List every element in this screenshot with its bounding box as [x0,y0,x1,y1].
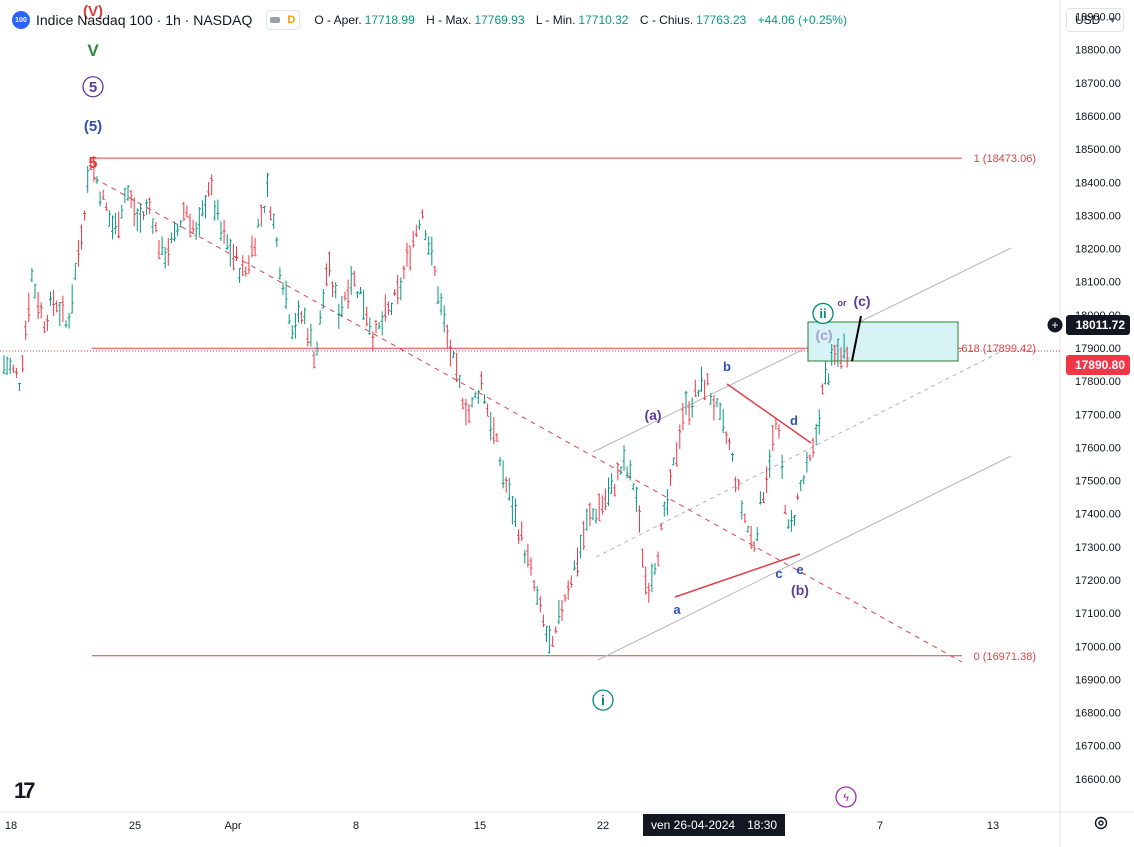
wave-label-circle [82,76,104,98]
wave-label: e [796,562,803,577]
wave-label: a [673,602,681,617]
y-tick-label: 17300.00 [1075,542,1121,554]
x-tick-label: 15 [474,820,486,832]
y-tick-label: 17400.00 [1075,509,1121,521]
y-tick-label: 16800.00 [1075,708,1121,720]
low-value: 17710.32 [578,13,629,27]
y-tick-label: 18900.00 [1075,12,1121,24]
daily-badge[interactable]: D [287,14,296,26]
last-price-label: 17890.80 [1075,358,1125,372]
wave-label: (V) [83,3,103,20]
wave-label: c [775,566,782,581]
x-tick-label: Apr [224,820,241,832]
open-label: O - Aper. [314,13,362,27]
y-tick-label: 18100.00 [1075,277,1121,289]
last-price-label-bg [1066,355,1130,375]
high-label: H - Max. [426,13,472,27]
crosshair-date-label: ven 26-04-2024 18:30 [643,814,786,836]
add-alert-icon-glyph: + [1051,318,1058,332]
y-tick-label: 18700.00 [1075,78,1121,90]
channel-lower-line [597,455,1012,661]
wave-label-circle [592,689,614,711]
crosshair-price-label-bg [1066,315,1130,335]
y-tick-label: 18400.00 [1075,177,1121,189]
channel-mid-line [595,351,1001,558]
indicator-pill[interactable]: D [266,10,301,30]
add-alert-icon [1046,316,1064,334]
currency-select[interactable]: USD ▼ [1066,8,1124,32]
y-tick-label: 16600.00 [1075,774,1121,786]
events-lightning-glyph: ϟ [843,792,849,804]
x-tick-label: 18 [5,820,17,832]
symbol-title[interactable]: Indice Nasdaq 100 · 1h · NASDAQ [36,12,253,28]
y-tick-label: 18800.00 [1075,45,1121,57]
y-tick-label: 17000.00 [1075,641,1121,653]
events-lightning-icon [835,786,857,808]
wave-label: d [790,413,798,428]
wave-label: (c) [815,327,832,343]
settings-gear-icon[interactable] [1093,815,1109,831]
y-tick-label: 17700.00 [1075,409,1121,421]
y-tick-label: 18500.00 [1075,144,1121,156]
y-tick-label: 17900.00 [1075,343,1121,355]
symbol-logo-icon: 100 [12,11,30,29]
y-tick-label: 18200.00 [1075,244,1121,256]
y-tick-label: 18600.00 [1075,111,1121,123]
close-value: 17763.23 [696,13,747,27]
currency-label: USD [1075,13,1101,27]
wave-label-circle [812,302,834,325]
triangle-lower-line [674,553,801,598]
low-label: L - Min. [535,13,576,27]
eye-icon[interactable] [267,12,283,28]
chart-header: 100 Indice Nasdaq 100 · 1h · NASDAQ D O … [0,0,1060,40]
fib-level-label: 0.618 (17899.42) [952,343,1036,355]
x-tick-label: 25 [129,820,141,832]
y-tick-label: 17100.00 [1075,608,1121,620]
y-tick-label: 16700.00 [1075,741,1121,753]
close-label: C - Chius. [639,13,694,27]
wave-label: (a) [644,407,661,423]
chevron-down-icon: ▼ [1108,15,1117,25]
wave-label: (c) [853,293,870,309]
fib-level-label: 1 (18473.06) [974,153,1036,165]
tradingview-logo-icon: 17 [14,778,36,803]
channel-upper-line [592,247,1012,453]
crosshair-date: ven 26-04-2024 [651,818,736,832]
y-tick-label: 16900.00 [1075,674,1121,686]
fib-level-label: 0 (16971.38) [974,651,1036,663]
wave-label: ii [819,306,826,321]
x-tick-label: 7 [877,820,883,832]
projection-line [851,315,862,362]
wave-label: V [87,41,99,60]
high-value: 17769.93 [474,13,525,27]
x-tick-label: 22 [597,820,609,832]
crosshair-time: 18:30 [747,818,778,832]
wave-label: 5 [89,79,97,96]
wave-label: (5) [84,118,102,135]
triangle-upper-line [726,383,812,444]
trend-dashed-line [93,177,963,663]
ohlc-readout: O - Aper. 17718.99 H - Max. 17769.93 L - M… [314,13,847,27]
wave-label: 5 [89,155,98,172]
x-tick-label: 8 [353,820,359,832]
y-tick-label: 17500.00 [1075,476,1121,488]
wave-label: b [723,359,731,374]
wave-label: (b) [791,582,809,598]
y-tick-label: 18300.00 [1075,210,1121,222]
x-tick-label: 13 [987,820,999,832]
crosshair-price-label: 18011.72 [1076,318,1126,332]
change-value: +44.06 (+0.25%) [757,13,847,27]
wave-label: i [601,692,605,708]
target-zone-box [807,321,959,362]
open-value: 17718.99 [364,13,415,27]
wave-label: or [838,298,847,308]
y-tick-label: 17600.00 [1075,442,1121,454]
y-tick-label: 17200.00 [1075,575,1121,587]
y-tick-label: 17800.00 [1075,376,1121,388]
